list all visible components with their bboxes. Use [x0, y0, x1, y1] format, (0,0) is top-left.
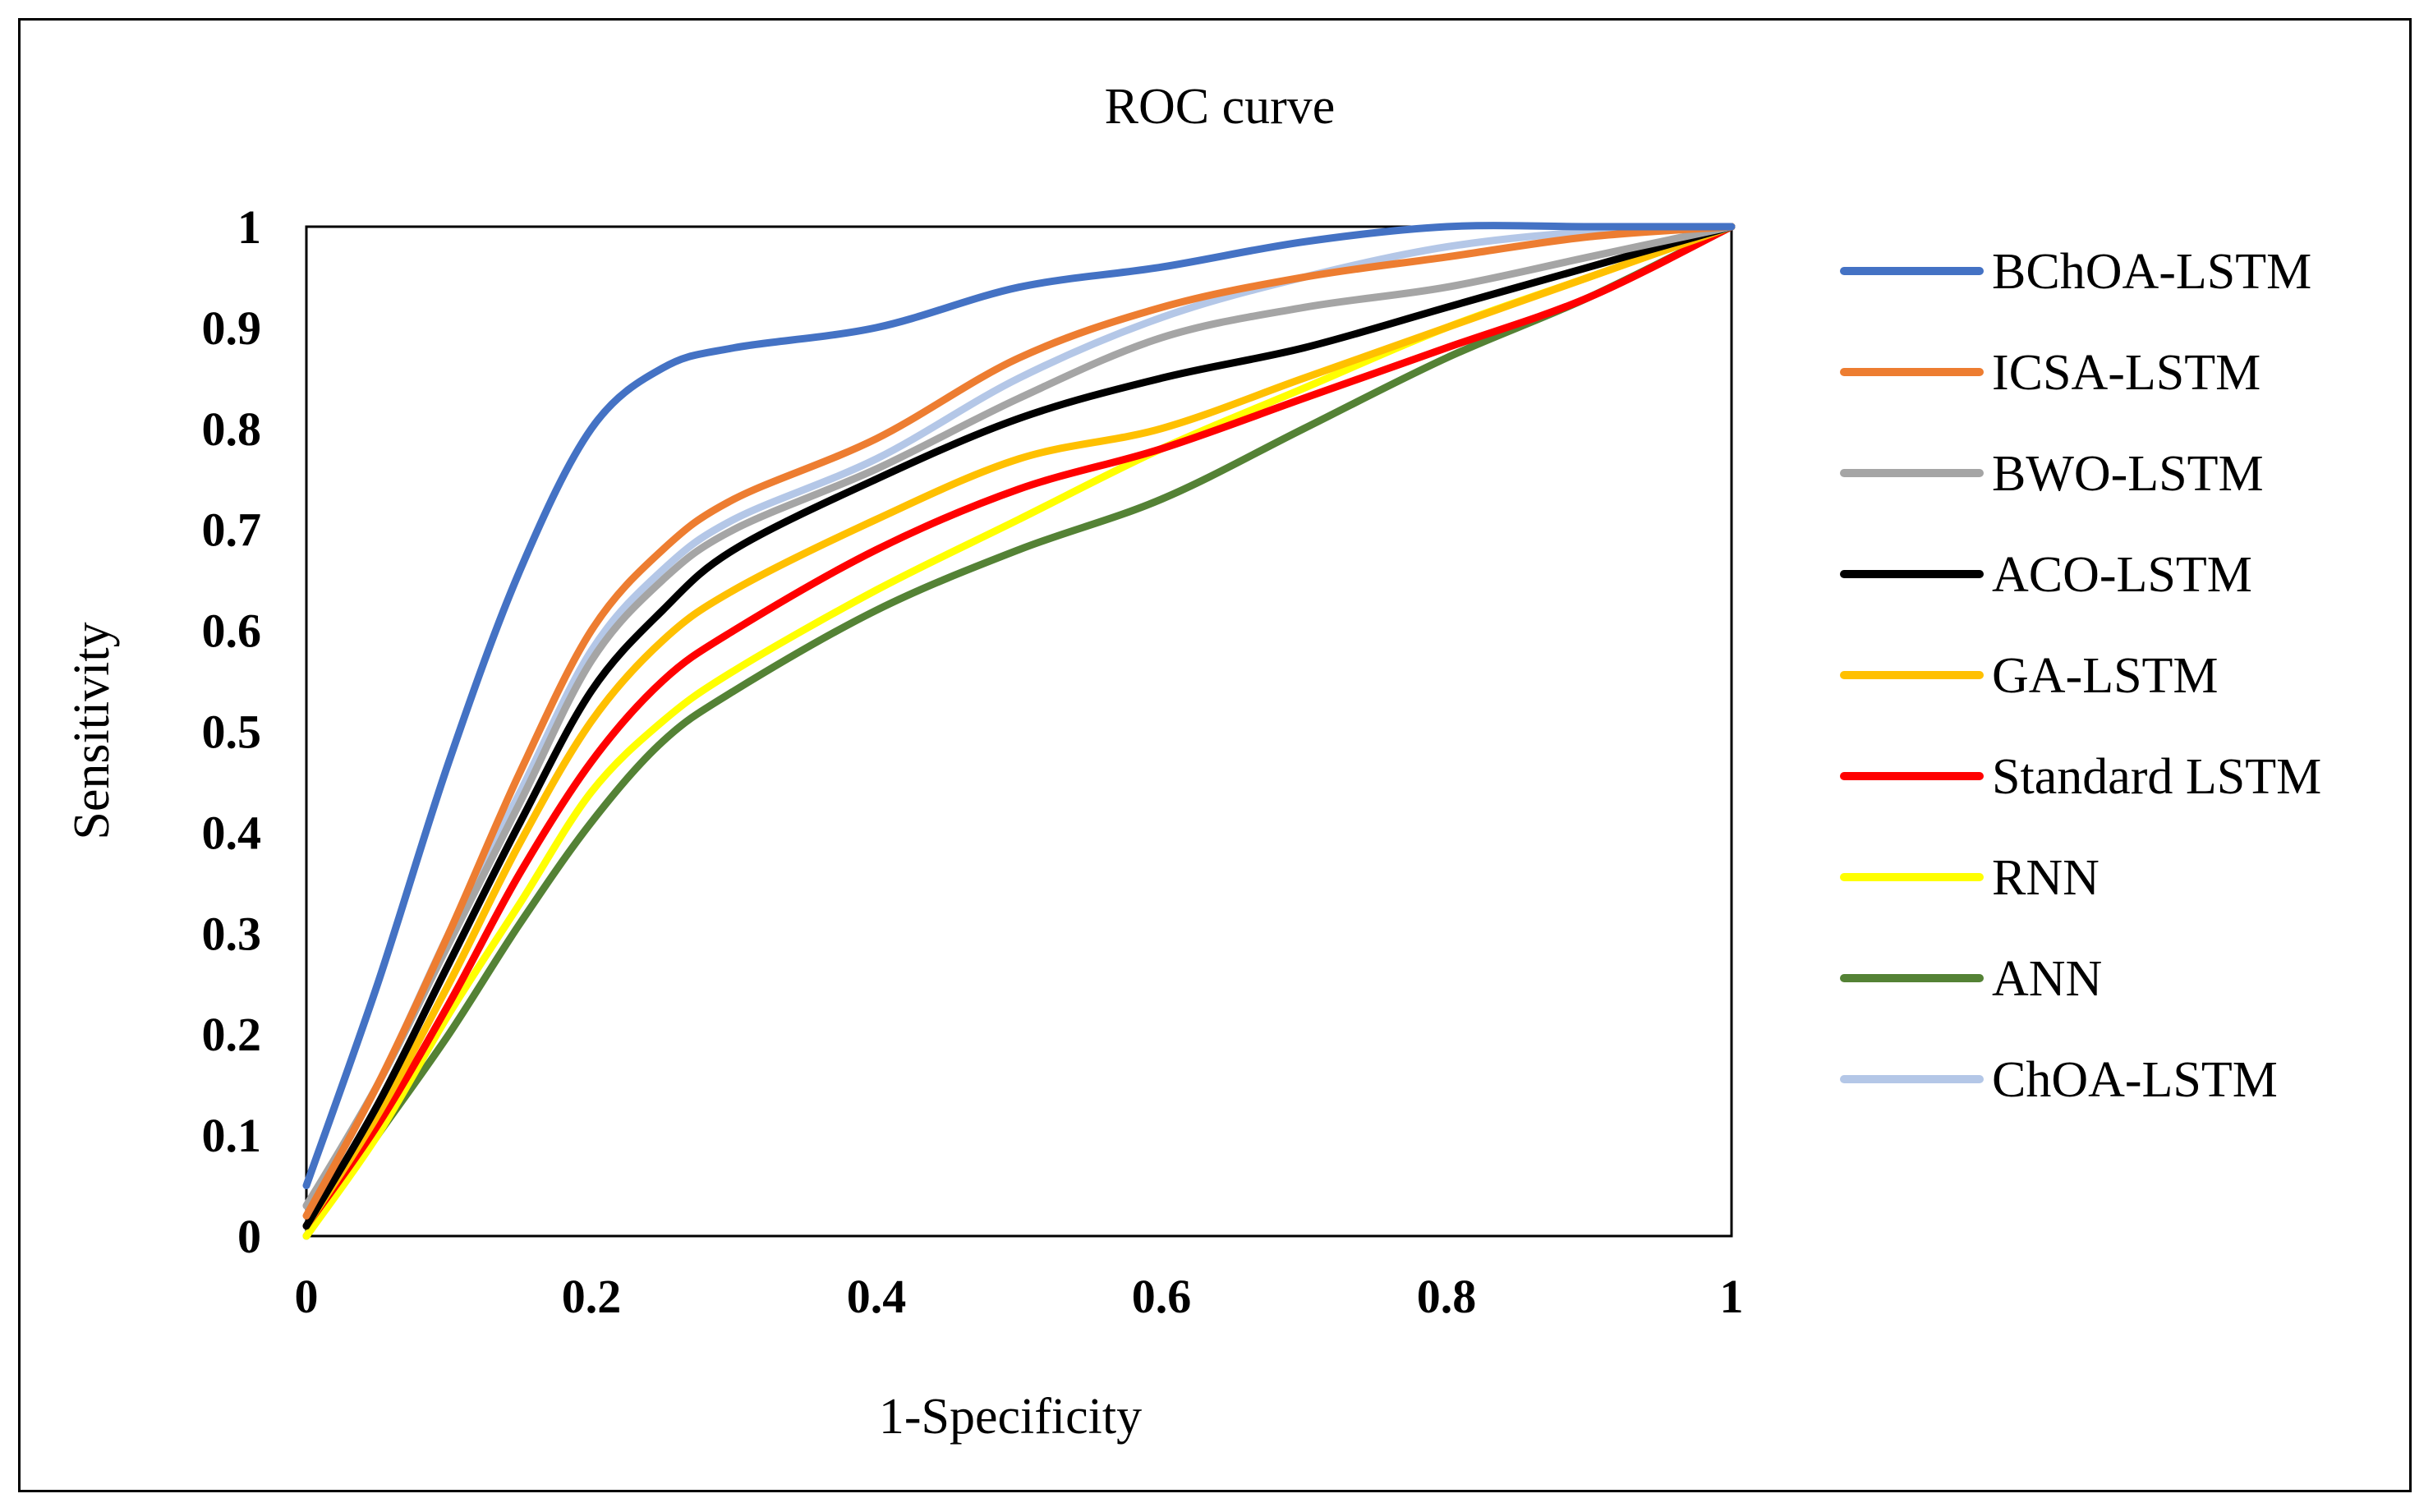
legend-label: ANN: [1992, 951, 2102, 1007]
series-line-standard-lstm: [302, 223, 1736, 1230]
y-tick-label: 0.8: [202, 402, 262, 456]
chart-title: ROC curve: [1105, 79, 1336, 135]
legend-label: GA-LSTM: [1992, 648, 2219, 704]
series-line-icsa-lstm: [302, 223, 1736, 1220]
series-line-choa-lstm: [302, 223, 1736, 1210]
series-line-bwo-lstm: [302, 223, 1736, 1210]
y-tick-label: 0.4: [202, 806, 262, 859]
y-axis-ticks: 0 0.1 0.2 0.3 0.4 0.5 0.6 0.7 0.8 0.9 1: [202, 200, 262, 1263]
y-tick-label: 0.1: [202, 1109, 262, 1162]
y-tick-label: 1: [237, 200, 261, 254]
y-tick-label: 0.3: [202, 907, 262, 960]
x-axis-label: 1-Specificity: [879, 1389, 1142, 1445]
x-tick-label: 0: [295, 1270, 319, 1323]
legend-label: BChOA-LSTM: [1992, 244, 2311, 300]
chart-frame: [18, 18, 2412, 1492]
x-axis-ticks: 0 0.2 0.4 0.6 0.8 1: [295, 1270, 1744, 1323]
series-line-bchoa-lstm: [302, 222, 1736, 1189]
series-layer: [302, 222, 1736, 1240]
series-line-ann: [302, 223, 1736, 1240]
legend-label: RNN: [1992, 850, 2100, 906]
plot-area: [305, 225, 1733, 1238]
series-line-ga-lstm: [302, 223, 1736, 1230]
x-tick-label: 0.4: [847, 1270, 907, 1323]
y-tick-label: 0.5: [202, 705, 262, 759]
y-tick-label: 0: [237, 1210, 261, 1263]
x-tick-label: 0.6: [1132, 1270, 1192, 1323]
series-line-aco-lstm: [302, 223, 1736, 1230]
x-tick-label: 0.8: [1417, 1270, 1477, 1323]
legend-label: Standard LSTM: [1992, 749, 2321, 805]
legend-label: ChOA-LSTM: [1992, 1052, 2278, 1108]
y-tick-label: 0.9: [202, 301, 262, 355]
y-tick-label: 0.2: [202, 1008, 262, 1061]
y-tick-label: 0.7: [202, 503, 262, 557]
y-tick-label: 0.6: [202, 604, 262, 658]
legend-label: BWO-LSTM: [1992, 446, 2264, 502]
legend-label: ACO-LSTM: [1992, 547, 2252, 603]
legend-label: ICSA-LSTM: [1992, 345, 2261, 401]
x-tick-label: 0.2: [562, 1270, 622, 1323]
y-axis-label: Sensitivity: [64, 622, 120, 839]
legend: BChOA-LSTM ICSA-LSTM BWO-LSTM ACO-LSTM GA-LS…: [1840, 244, 2321, 1108]
x-tick-label: 1: [1720, 1270, 1744, 1323]
